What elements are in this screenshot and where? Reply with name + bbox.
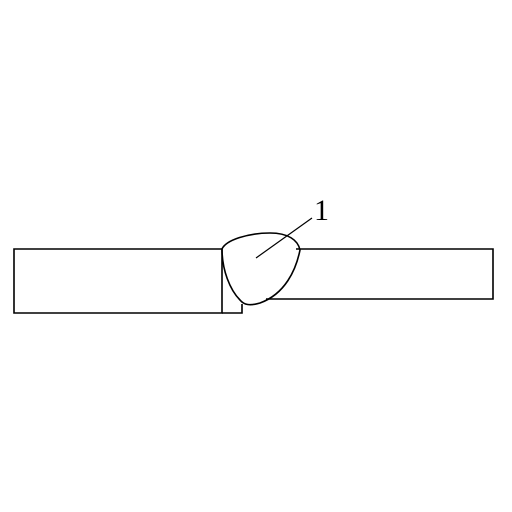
callout-leader-line (255, 217, 313, 259)
weld-bead (221, 232, 301, 306)
left-plate-step (222, 304, 243, 314)
callout-label-1: 1 (314, 194, 329, 227)
left-plate (13, 248, 223, 314)
right-plate (266, 248, 494, 300)
